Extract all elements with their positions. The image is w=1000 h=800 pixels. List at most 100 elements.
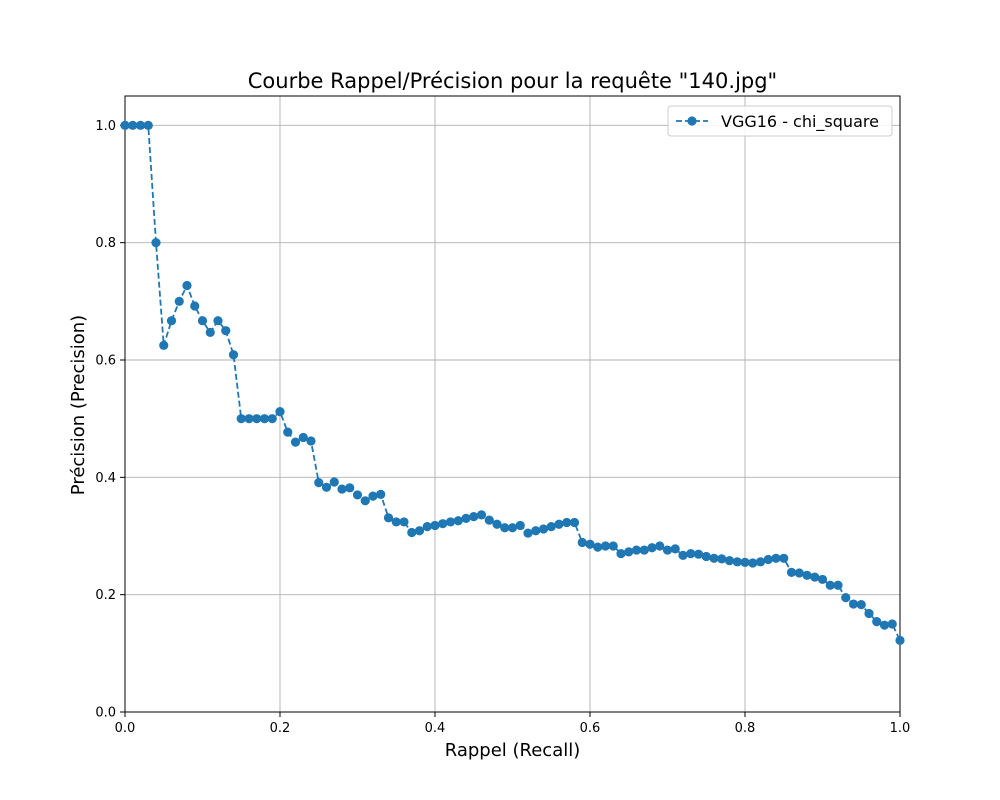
legend-marker: [687, 116, 697, 126]
data-point: [693, 549, 704, 559]
data-point: [345, 483, 355, 493]
data-point: [383, 513, 394, 523]
grid-lines: [124, 96, 901, 713]
data-point: [748, 558, 758, 568]
data-point: [337, 484, 347, 494]
data-point: [786, 567, 797, 577]
data-point: [298, 432, 308, 443]
data-point: [810, 572, 820, 582]
data-point: [709, 553, 719, 563]
data-point: [352, 490, 363, 500]
data-point: [438, 519, 448, 529]
data-point: [492, 519, 502, 529]
data-point: [159, 340, 169, 350]
axes: 0.0 0.2 0.4 0.6 0.8 1.0 0.0 0.2 0.4 0.6 0.8 1.0: [95, 95, 911, 736]
data-point: [228, 350, 239, 360]
y-tick-label: 0.6: [95, 354, 116, 369]
x-tick-label: 1.0: [890, 721, 911, 736]
data-point: [732, 557, 742, 567]
data-point: [531, 526, 541, 536]
data-point: [655, 541, 665, 551]
data-point: [771, 553, 781, 563]
y-tick-label: 0.0: [95, 706, 116, 721]
data-point: [143, 120, 153, 130]
data-point: [414, 526, 425, 536]
data-point: [321, 482, 332, 492]
data-point: [755, 557, 766, 567]
data-point: [221, 326, 231, 336]
data-point: [763, 554, 773, 565]
x-tick-label: 0.4: [425, 721, 446, 736]
data-point: [476, 510, 487, 520]
data-point: [259, 414, 270, 424]
data-point: [817, 574, 828, 585]
data-point: [724, 556, 735, 566]
chart-title: Courbe Rappel/Précision pour la requête …: [248, 69, 777, 93]
data-point: [624, 547, 634, 557]
y-tick-label: 0.4: [95, 471, 116, 486]
data-point: [864, 608, 874, 619]
data-point: [879, 620, 890, 630]
x-tick-label: 0.0: [115, 721, 136, 736]
data-point: [399, 517, 409, 527]
data-point: [577, 537, 587, 548]
data-point: [445, 517, 456, 527]
data-point: [484, 515, 494, 525]
data-point: [554, 519, 564, 529]
data-point: [562, 517, 572, 528]
data-point: [600, 541, 611, 551]
data-point: [779, 553, 789, 563]
data-point: [314, 478, 324, 488]
data-point: [608, 541, 618, 551]
data-point: [740, 557, 750, 568]
y-tick-label: 0.8: [95, 236, 116, 251]
data-point: [290, 437, 301, 447]
y-tick-label: 1.0: [95, 119, 116, 134]
data-point: [120, 120, 130, 130]
data-point: [507, 523, 518, 533]
data-point: [128, 120, 138, 130]
data-point: [252, 414, 262, 424]
axis-labels: Courbe Rappel/Précision pour la requête …: [68, 69, 777, 761]
data-point: [856, 600, 866, 610]
data-point: [151, 238, 161, 248]
data-point: [717, 554, 727, 564]
data-point: [469, 512, 479, 522]
data-point: [678, 550, 688, 560]
data-point: [244, 414, 254, 424]
x-tick-label: 0.8: [735, 721, 756, 736]
data-point: [197, 316, 208, 326]
data-point: [391, 517, 401, 527]
data-point: [569, 517, 580, 528]
data-point: [546, 522, 556, 532]
data-point: [523, 528, 533, 538]
data-point: [585, 539, 595, 549]
x-tick-label: 0.2: [270, 721, 291, 736]
data-point: [422, 522, 432, 532]
data-point: [329, 477, 339, 487]
data-point: [368, 491, 378, 501]
data-point: [275, 407, 285, 417]
data-point: [701, 551, 711, 562]
y-tick-label: 0.2: [95, 588, 116, 603]
legend-box: [667, 105, 893, 137]
data-point: [430, 520, 440, 531]
data-point: [407, 527, 417, 538]
data-point: [515, 520, 525, 531]
data-point: [848, 599, 859, 609]
data-point: [236, 414, 246, 424]
data-point: [841, 593, 851, 603]
data-point: [135, 120, 146, 130]
data-point: [833, 580, 843, 590]
data-point: [453, 516, 463, 526]
data-point: [872, 617, 882, 627]
data-point: [631, 545, 642, 555]
x-axis-label: Rappel (Recall): [445, 740, 581, 761]
data-point: [360, 496, 370, 506]
legend-label: VGG16 - chi_square: [721, 112, 879, 132]
data-point: [639, 545, 649, 555]
data-point: [686, 549, 696, 559]
data-point: [825, 580, 835, 590]
